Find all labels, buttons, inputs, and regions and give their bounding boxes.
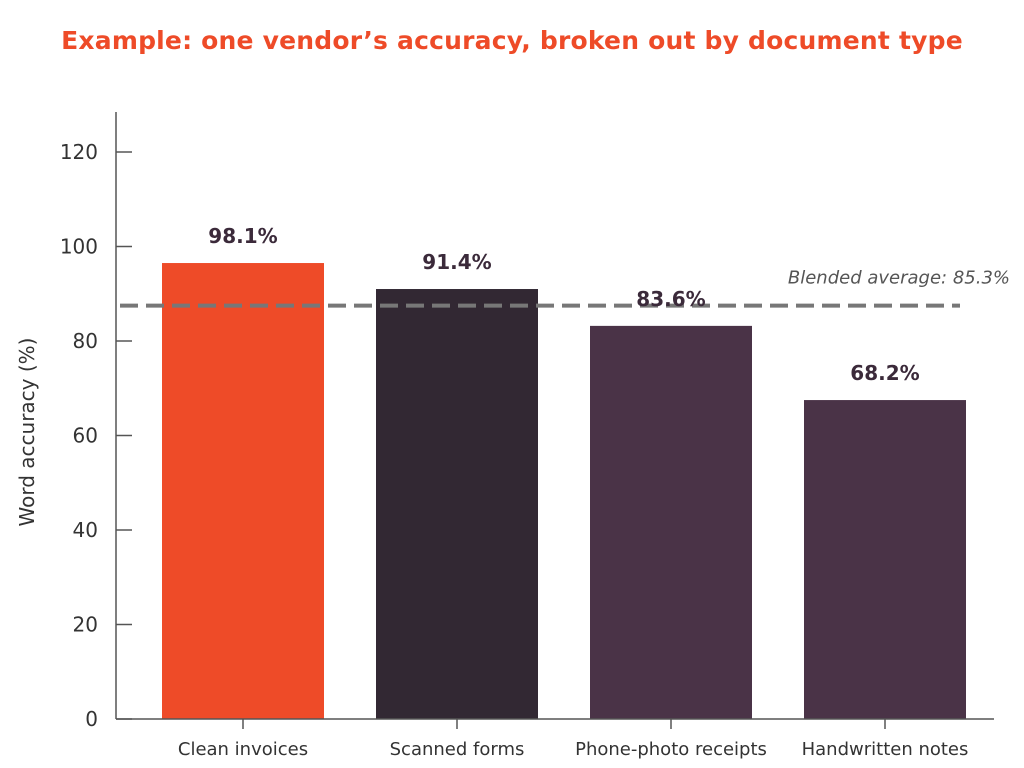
y-tick-label: 80 [73,329,98,353]
x-category-label: Phone-photo receipts [575,739,767,760]
x-category-label: Clean invoices [178,739,308,760]
y-tick-label: 40 [73,518,98,542]
bar-phone-photo-receipts [590,325,752,719]
bar-clean-invoices [162,263,324,719]
y-tick-label: 20 [73,613,98,637]
axes-layer: 0 20 40 60 80 100 120 Clean invoices Scanned for… [60,112,994,760]
blended-average-label: Blended average: 85.3% [788,268,1010,289]
value-label-phone-photo-receipts: 83.6% [636,287,705,311]
reference-line-layer: Blended average: 85.3% [120,268,1010,308]
chart-title: Example: one vendor’s accuracy, broken o… [61,26,963,55]
x-category-label: Scanned forms [390,739,525,760]
y-axis-title: Word accuracy (%) [15,338,39,527]
value-label-clean-invoices: 98.1% [208,224,277,248]
value-label-scanned-forms: 91.4% [422,250,491,274]
bars-layer [162,263,966,719]
y-tick-label: 0 [85,707,98,731]
bar-handwritten-notes [804,400,966,719]
bar-scanned-forms [376,289,538,719]
value-label-handwritten-notes: 68.2% [850,361,919,385]
y-tick-label: 120 [60,140,98,164]
value-labels-layer: 98.1% 91.4% 83.6% 68.2% [208,224,919,385]
x-category-label: Handwritten notes [802,739,969,760]
y-tick-label: 60 [73,424,98,448]
y-tick-label: 100 [60,235,98,259]
